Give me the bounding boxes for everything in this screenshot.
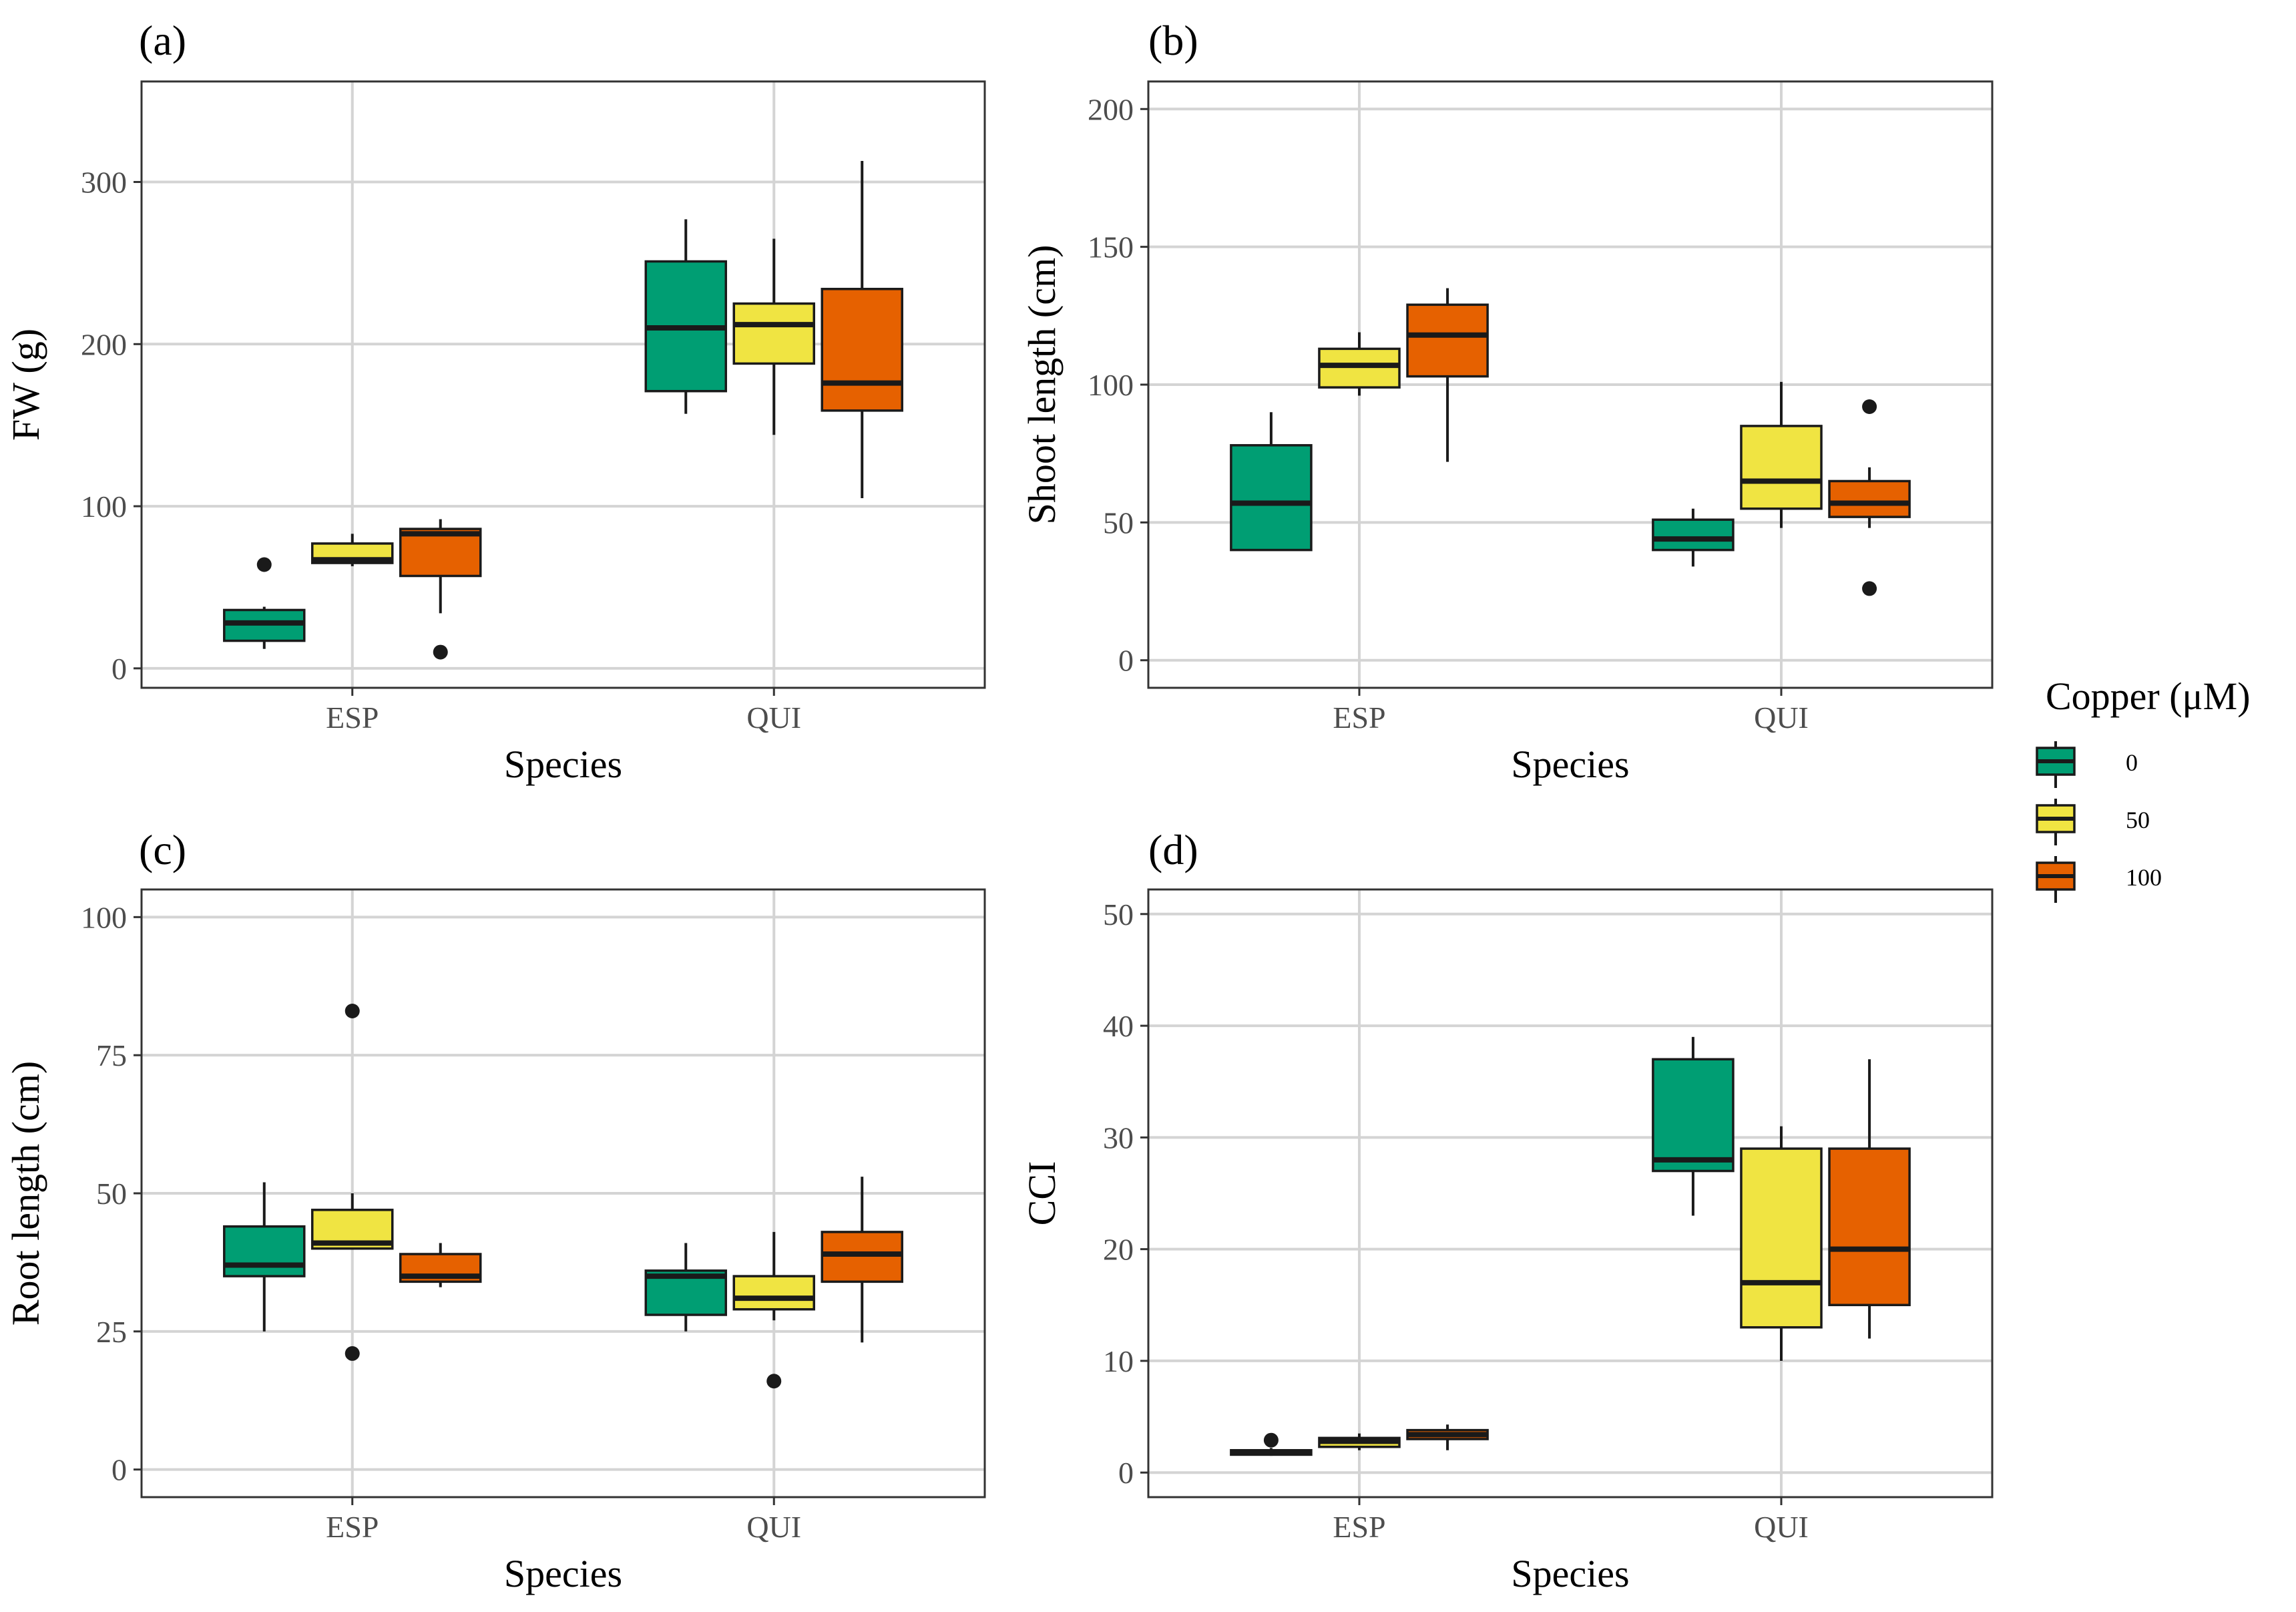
y-tick-label: 0 bbox=[1118, 1456, 1134, 1490]
legend-title: Copper (μM) bbox=[2046, 674, 2251, 718]
y-tick-label: 25 bbox=[96, 1315, 127, 1349]
y-tick-label: 300 bbox=[81, 166, 127, 200]
panel-b: 0 50 100 150 200 ESP QUI Species Shoot length (c… bbox=[1020, 17, 1994, 786]
panel-tag: (d) bbox=[1148, 826, 1198, 873]
y-tick-label: 100 bbox=[81, 489, 127, 524]
y-tick-label: 20 bbox=[1103, 1233, 1134, 1267]
y-axis-title: FW (g) bbox=[4, 329, 47, 441]
y-axis-title: Root length (cm) bbox=[4, 1061, 47, 1326]
x-tick-label: QUI bbox=[746, 1510, 801, 1544]
panel-tag: (b) bbox=[1148, 17, 1198, 64]
outlier-point bbox=[1862, 399, 1877, 415]
y-tick-label: 150 bbox=[1088, 230, 1134, 264]
x-tick-label: ESP bbox=[326, 1510, 379, 1544]
box-qui-cu100 bbox=[1828, 1147, 1911, 1307]
outlier-point bbox=[345, 1346, 360, 1361]
legend-label: 100 bbox=[2126, 864, 2162, 891]
x-tick-label: ESP bbox=[1333, 1510, 1385, 1544]
y-tick-label: 200 bbox=[81, 327, 127, 361]
panel-a: 0 100 200 300 ESP QUI Species FW (g) (a) bbox=[4, 17, 986, 786]
y-axis-title: CCI bbox=[1020, 1161, 1064, 1226]
x-tick-label: QUI bbox=[1754, 1510, 1809, 1544]
outlier-point bbox=[345, 1004, 360, 1018]
box-esp-cu100 bbox=[399, 528, 482, 578]
box-qui-cu50 bbox=[1740, 1147, 1823, 1329]
box-qui-cu50 bbox=[1740, 425, 1823, 510]
x-tick-label: QUI bbox=[746, 700, 801, 735]
legend-label: 0 bbox=[2126, 749, 2138, 776]
y-tick-label: 0 bbox=[111, 652, 127, 686]
y-tick-label: 50 bbox=[96, 1177, 127, 1211]
outlier-point bbox=[1263, 1432, 1279, 1448]
legend-item-cu50: 50 bbox=[2036, 799, 2150, 845]
outlier-point bbox=[256, 557, 272, 572]
legend-label: 50 bbox=[2126, 807, 2150, 833]
y-tick-label: 200 bbox=[1088, 92, 1134, 126]
panel-border bbox=[140, 80, 986, 689]
outlier-point bbox=[1862, 581, 1877, 596]
y-tick-label: 10 bbox=[1103, 1344, 1134, 1378]
box-qui-cu0 bbox=[1652, 518, 1735, 552]
y-tick-label: 40 bbox=[1103, 1009, 1134, 1043]
legend-item-cu100: 100 bbox=[2036, 856, 2162, 903]
box-qui-cu0 bbox=[1652, 1058, 1735, 1173]
box-esp-cu100 bbox=[1406, 303, 1489, 378]
box-qui-cu50 bbox=[732, 302, 815, 365]
y-tick-label: 75 bbox=[96, 1038, 127, 1072]
legend-item-cu0: 0 bbox=[2036, 741, 2138, 788]
panel-d: 0 10 20 30 40 50 ESP QUI Species CCI (d) bbox=[1020, 826, 1994, 1595]
x-axis-title: Species bbox=[504, 1552, 622, 1595]
box-qui-cu50 bbox=[732, 1275, 815, 1311]
box-qui-cu100 bbox=[821, 1231, 903, 1283]
y-tick-label: 0 bbox=[1118, 644, 1134, 678]
y-tick-label: 0 bbox=[111, 1453, 127, 1487]
x-axis-title: Species bbox=[1511, 1552, 1629, 1595]
y-tick-label: 30 bbox=[1103, 1121, 1134, 1155]
y-tick-label: 50 bbox=[1103, 897, 1134, 932]
x-tick-label: QUI bbox=[1754, 700, 1809, 735]
x-tick-label: ESP bbox=[1333, 700, 1385, 735]
legend: Copper (μM) 0 50 100 bbox=[2036, 674, 2251, 903]
x-axis-title: Species bbox=[1511, 743, 1629, 786]
outlier-point bbox=[766, 1374, 782, 1389]
box-qui-cu100 bbox=[1828, 479, 1911, 518]
x-axis-title: Species bbox=[504, 743, 622, 786]
y-tick-label: 50 bbox=[1103, 506, 1134, 540]
x-tick-label: ESP bbox=[326, 700, 379, 735]
box-esp-cu0 bbox=[223, 1225, 306, 1277]
y-tick-label: 100 bbox=[81, 900, 127, 934]
panel-tag: (a) bbox=[139, 17, 186, 64]
box-esp-cu0 bbox=[1230, 444, 1313, 552]
y-axis-title: Shoot length (cm) bbox=[1020, 245, 1064, 525]
box-esp-cu50 bbox=[1318, 347, 1401, 389]
panel-tag: (c) bbox=[139, 826, 186, 873]
panel-border bbox=[1147, 888, 1994, 1498]
outlier-point bbox=[433, 644, 448, 660]
box-qui-cu100 bbox=[821, 288, 903, 412]
panel-c: 0 25 50 75 100 ESP QUI Species Root length (cm) (… bbox=[4, 826, 986, 1595]
y-tick-label: 100 bbox=[1088, 368, 1134, 402]
